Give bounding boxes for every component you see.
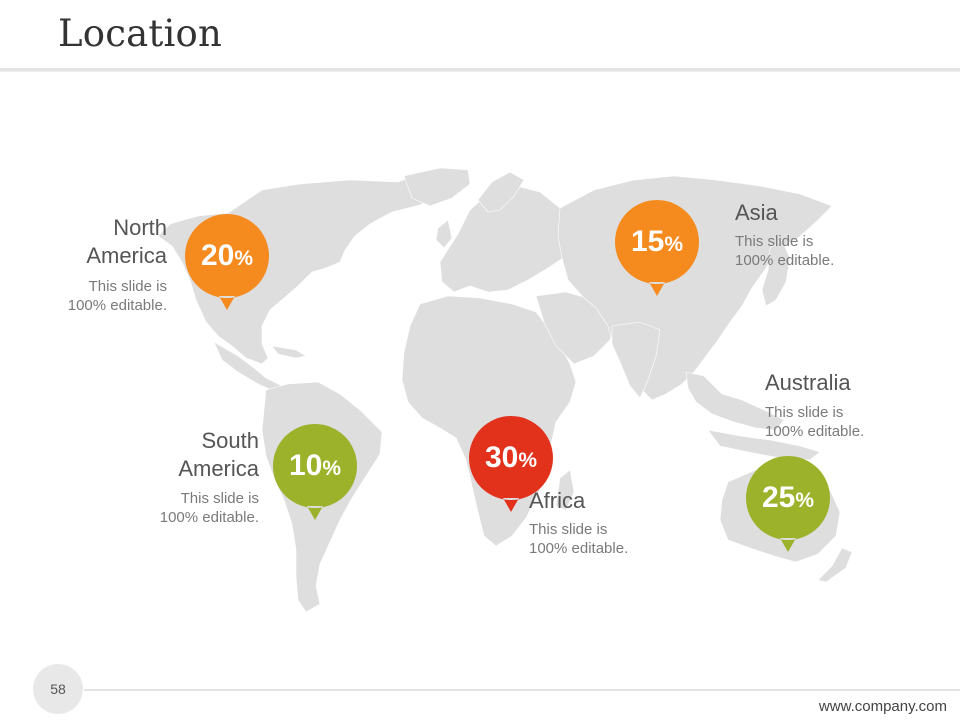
title-divider-shadow <box>0 71 960 72</box>
pin-marker-icon <box>469 416 553 512</box>
percent-symbol: % <box>795 489 815 512</box>
region-name-australia: Australia <box>765 369 851 397</box>
greenland-shape <box>403 167 471 207</box>
page-number: 58 <box>33 664 83 714</box>
pin-marker-icon <box>615 200 699 296</box>
percent-symbol: % <box>518 449 538 472</box>
pin-shape <box>185 214 269 310</box>
region-name-line1: North <box>113 215 167 240</box>
footer-divider <box>84 689 960 691</box>
uk-shape <box>435 219 453 249</box>
region-name-south-america: South America <box>130 427 259 483</box>
map-pin-south-america: 10% <box>273 424 357 522</box>
madagascar-shape <box>555 469 575 511</box>
pin-shape <box>469 416 553 512</box>
percent-symbol: % <box>322 457 342 480</box>
percent-value: 10 <box>288 449 323 482</box>
region-desc-line2: 100% editable. <box>735 252 835 269</box>
region-desc-australia: This slide is 100% editable. <box>765 403 864 441</box>
region-name-asia: Asia <box>735 199 778 227</box>
region-name-line2: America <box>178 456 259 481</box>
middle-east-shape <box>535 291 617 365</box>
percent-label: 25% <box>746 456 830 540</box>
title-divider <box>0 68 960 71</box>
region-name-north-america: North America <box>40 214 167 270</box>
caribbean-shape <box>271 345 307 359</box>
region-name-line2: America <box>86 243 167 268</box>
indonesia-shape <box>707 429 821 461</box>
southeast-asia-shape <box>685 371 785 431</box>
region-desc-line2: 100% editable. <box>529 540 629 557</box>
region-name-line1: Asia <box>735 200 778 225</box>
map-pin-asia: 15% <box>615 200 699 298</box>
map-pin-australia: 25% <box>746 456 830 554</box>
region-name-line1: South <box>201 428 260 453</box>
india-shape <box>611 321 661 399</box>
region-desc-africa: This slide is 100% editable. <box>529 520 628 558</box>
percent-value: 25 <box>761 481 796 514</box>
japan-shape <box>761 239 791 307</box>
region-desc-line1: This slide is <box>88 278 167 295</box>
region-desc-line1: This slide is <box>735 233 814 250</box>
region-name-africa: Africa <box>529 487 585 515</box>
region-desc-south-america: This slide is 100% editable. <box>130 489 259 527</box>
map-pin-north-america: 20% <box>185 214 269 312</box>
percent-label: 15% <box>615 200 699 284</box>
pin-marker-icon <box>746 456 830 552</box>
region-desc-line1: This slide is <box>765 404 844 421</box>
pin-shape <box>273 424 357 520</box>
percent-value: 30 <box>484 441 519 474</box>
percent-label: 10% <box>273 424 357 508</box>
pin-marker-icon <box>185 214 269 310</box>
region-name-line1: Africa <box>529 488 586 513</box>
region-desc-asia: This slide is 100% editable. <box>735 232 834 270</box>
region-name-line1: Australia <box>765 370 851 395</box>
percent-label: 30% <box>469 416 553 500</box>
percent-value: 15 <box>630 225 665 258</box>
pin-marker-icon <box>273 424 357 520</box>
footer-url: www.company.com <box>818 698 947 715</box>
pin-shape <box>746 456 830 552</box>
percent-label: 20% <box>185 214 269 298</box>
region-desc-line2: 100% editable. <box>159 509 259 526</box>
percent-symbol: % <box>664 233 684 256</box>
europe-shape <box>439 185 579 293</box>
map-pin-africa: 30% <box>469 416 553 514</box>
region-desc-line2: 100% editable. <box>765 423 865 440</box>
pin-shape <box>615 200 699 296</box>
region-desc-line1: This slide is <box>529 521 608 538</box>
region-desc-line2: 100% editable. <box>67 297 167 314</box>
slide-title: Location <box>58 12 223 55</box>
percent-value: 20 <box>200 239 235 272</box>
scandinavia-shape <box>477 171 525 213</box>
region-desc-north-america: This slide is 100% editable. <box>40 277 167 315</box>
new-zealand-shape <box>817 547 853 583</box>
region-desc-line1: This slide is <box>180 490 259 507</box>
percent-symbol: % <box>234 247 254 270</box>
